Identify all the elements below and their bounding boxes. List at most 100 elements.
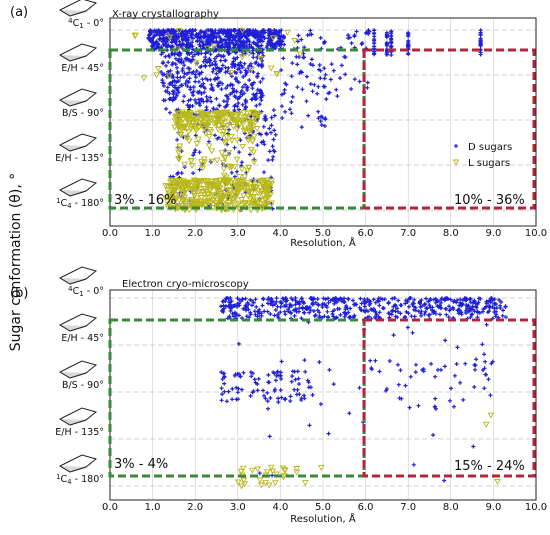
- panel-b-title: Electron cryo-microscopy: [122, 279, 249, 290]
- d-sugar-point: [254, 142, 260, 148]
- d-sugar-point: [376, 302, 382, 309]
- d-sugar-point: [268, 130, 274, 136]
- d-sugar-point: [282, 396, 288, 402]
- l-sugar-point: [257, 477, 264, 484]
- d-sugar-point: [192, 78, 198, 85]
- panel-b-left-percent: 3% - 4%: [114, 457, 168, 472]
- d-sugar-point: [241, 370, 247, 376]
- l-sugar-point: [195, 136, 202, 143]
- l-sugar-point: [155, 66, 162, 72]
- panel-a-x-ticks: 0.0 1.0 2.0 3.0 4.0 5.0 6.0 7.0 8.0 9.0 10.0: [102, 228, 547, 239]
- d-sugar-point: [269, 472, 275, 479]
- x-tick-label: 7.0: [400, 228, 416, 239]
- d-sugar-point: [165, 59, 171, 65]
- d-sugar-point: [288, 110, 295, 116]
- d-sugar-point: [372, 358, 378, 364]
- d-sugar-point: [208, 98, 214, 105]
- conformer-label: E/H - 135°: [55, 427, 104, 438]
- x-tick-label: 5.0: [315, 502, 331, 513]
- x-tick-label: 9.0: [485, 228, 501, 239]
- d-sugar-point: [485, 376, 492, 382]
- d-sugar-point: [229, 386, 235, 392]
- d-sugar-point: [167, 110, 173, 116]
- d-sugar-point: [395, 362, 401, 368]
- d-sugar-point: [422, 301, 428, 307]
- panel-a: (a) X-ray crystallography 3% - 16% 10% -…: [10, 0, 547, 249]
- d-sugar-point: [329, 311, 336, 317]
- d-sugar-point: [309, 56, 315, 63]
- d-sugar-point: [301, 392, 307, 399]
- conformer-label: B/S - 90°: [62, 380, 104, 391]
- d-sugar-point: [271, 107, 277, 113]
- d-sugar-point: [371, 31, 377, 37]
- x-tick-label: 6.0: [358, 502, 374, 513]
- d-sugar-point: [498, 299, 504, 305]
- l-sugar-point: [258, 482, 265, 489]
- x-tick-label: 0.0: [102, 502, 118, 513]
- d-sugar-point: [317, 75, 323, 81]
- d-sugar-point: [287, 398, 293, 404]
- d-sugar-point: [319, 304, 326, 310]
- d-sugar-point: [441, 477, 447, 484]
- l-sugar-point: [273, 71, 280, 78]
- d-sugar-point: [346, 410, 352, 416]
- l-sugar-point: [185, 129, 192, 135]
- legend-l-marker: [452, 159, 460, 166]
- d-sugar-point: [454, 361, 460, 367]
- conformer-label: E/H - 135°: [55, 153, 104, 164]
- d-sugar-point: [462, 361, 468, 367]
- d-sugar-point: [193, 74, 199, 80]
- panel-a-title: X-ray crystallography: [112, 9, 219, 20]
- d-sugar-point: [443, 312, 449, 318]
- x-tick-label: 5.0: [315, 228, 331, 239]
- d-sugar-point: [282, 109, 288, 115]
- d-sugar-point: [163, 106, 169, 112]
- d-sugar-point: [325, 300, 332, 306]
- x-tick-label: 8.0: [443, 502, 459, 513]
- conformer-label: 1C4 - 180°: [56, 473, 104, 486]
- x-tick-label: 3.0: [230, 228, 246, 239]
- l-sugar-point: [266, 482, 273, 489]
- l-sugar-point: [181, 161, 188, 168]
- d-sugar-point: [303, 98, 310, 104]
- d-sugar-point: [315, 296, 321, 302]
- d-sugar-point: [357, 78, 363, 85]
- x-tick-label: 2.0: [187, 502, 203, 513]
- d-sugar-point: [163, 63, 169, 69]
- d-sugar-point: [265, 372, 271, 378]
- sugar-ring-icon: [59, 43, 97, 62]
- d-sugar-point: [296, 381, 302, 387]
- d-sugar-point: [265, 300, 271, 306]
- panel-a-left-percent: 3% - 16%: [114, 193, 176, 208]
- d-sugar-point: [482, 359, 488, 365]
- d-sugar-point: [345, 296, 352, 302]
- d-sugar-point: [398, 302, 404, 308]
- d-sugar-point: [179, 170, 185, 176]
- x-tick-label: 3.0: [230, 502, 246, 513]
- d-sugar-point: [290, 94, 296, 100]
- d-sugar-point: [411, 462, 417, 468]
- d-sugar-point: [289, 379, 295, 385]
- d-sugar-point: [406, 304, 412, 310]
- d-sugar-point: [352, 76, 358, 82]
- d-sugar-point: [210, 66, 217, 72]
- d-sugar-point: [481, 351, 487, 357]
- d-sugar-point: [365, 79, 371, 86]
- d-sugar-point: [470, 443, 476, 450]
- d-sugar-point: [165, 84, 171, 91]
- l-sugar-point: [254, 126, 261, 132]
- panel-a-red-box: [362, 48, 536, 210]
- l-sugar-point: [206, 143, 213, 149]
- d-sugar-point: [389, 296, 395, 302]
- d-sugar-point: [279, 115, 285, 121]
- d-sugar-point: [377, 368, 383, 375]
- d-sugar-point: [302, 369, 308, 375]
- d-sugar-point: [257, 79, 263, 85]
- d-sugar-point: [471, 384, 477, 390]
- d-sugar-point: [251, 156, 257, 163]
- d-sugar-point: [359, 300, 365, 307]
- sugar-ring-icon: [59, 88, 97, 107]
- d-sugar-point: [220, 53, 226, 60]
- d-sugar-point: [457, 380, 463, 386]
- d-sugar-point: [197, 149, 203, 155]
